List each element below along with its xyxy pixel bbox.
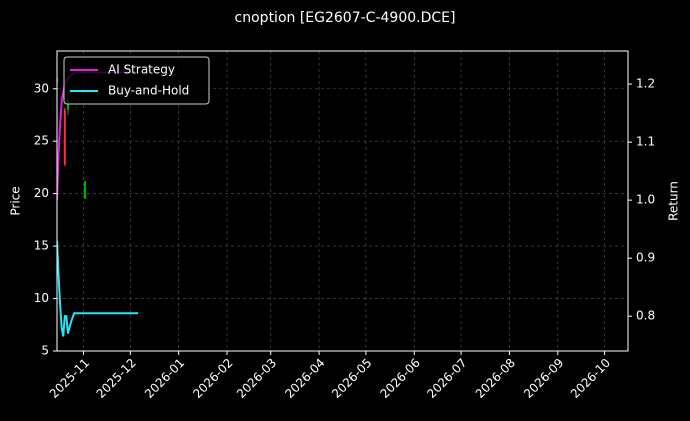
- x-tick-label: 2026-08: [473, 356, 518, 401]
- x-tick-label: 2026-10: [568, 356, 613, 401]
- y-tick-label: 10: [34, 291, 49, 305]
- y-tick-label: 25: [34, 134, 49, 148]
- x-tick-label: 2026-05: [329, 356, 374, 401]
- x-tick-label: 2026-07: [424, 356, 469, 401]
- chart-title: cnoption [EG2607-C-4900.DCE]: [235, 10, 456, 26]
- y-tick-label: 30: [34, 81, 49, 95]
- candle-body: [84, 181, 87, 199]
- plot-frame: [56, 50, 629, 352]
- y2-tick-label: 1.2: [636, 77, 655, 91]
- x-tick-label: 2025-12: [94, 356, 139, 401]
- y2-tick-label: 0.8: [636, 309, 655, 323]
- y-tick-label: 15: [34, 239, 49, 253]
- y-axis-label: Price: [9, 186, 23, 215]
- x-tick-label: 2025-11: [47, 356, 92, 401]
- x-tick-label: 2026-04: [282, 356, 327, 401]
- candle-body: [63, 109, 66, 165]
- line: [57, 240, 139, 337]
- y2-tick-label: 0.9: [636, 251, 655, 265]
- legend-box: [63, 56, 210, 105]
- y2-axis-label: Return: [667, 181, 681, 221]
- y2-tick-label: 1.1: [636, 135, 655, 149]
- x-tick-label: 2026-09: [521, 356, 566, 401]
- y-tick-label: 5: [41, 344, 49, 358]
- x-tick-label: 2026-03: [234, 356, 279, 401]
- x-tick-label: 2026-02: [190, 356, 235, 401]
- x-tick-label: 2026-01: [142, 356, 187, 401]
- x-tick-label: 2026-06: [378, 356, 423, 401]
- plot: [57, 71, 139, 337]
- legend-label: AI Strategy: [108, 63, 175, 77]
- legend-label: Buy-and-Hold: [108, 84, 189, 98]
- legend: AI Strategy Buy-and-Hold: [63, 56, 210, 105]
- y2-tick-label: 1.0: [636, 193, 655, 207]
- y-tick-label: 20: [34, 186, 49, 200]
